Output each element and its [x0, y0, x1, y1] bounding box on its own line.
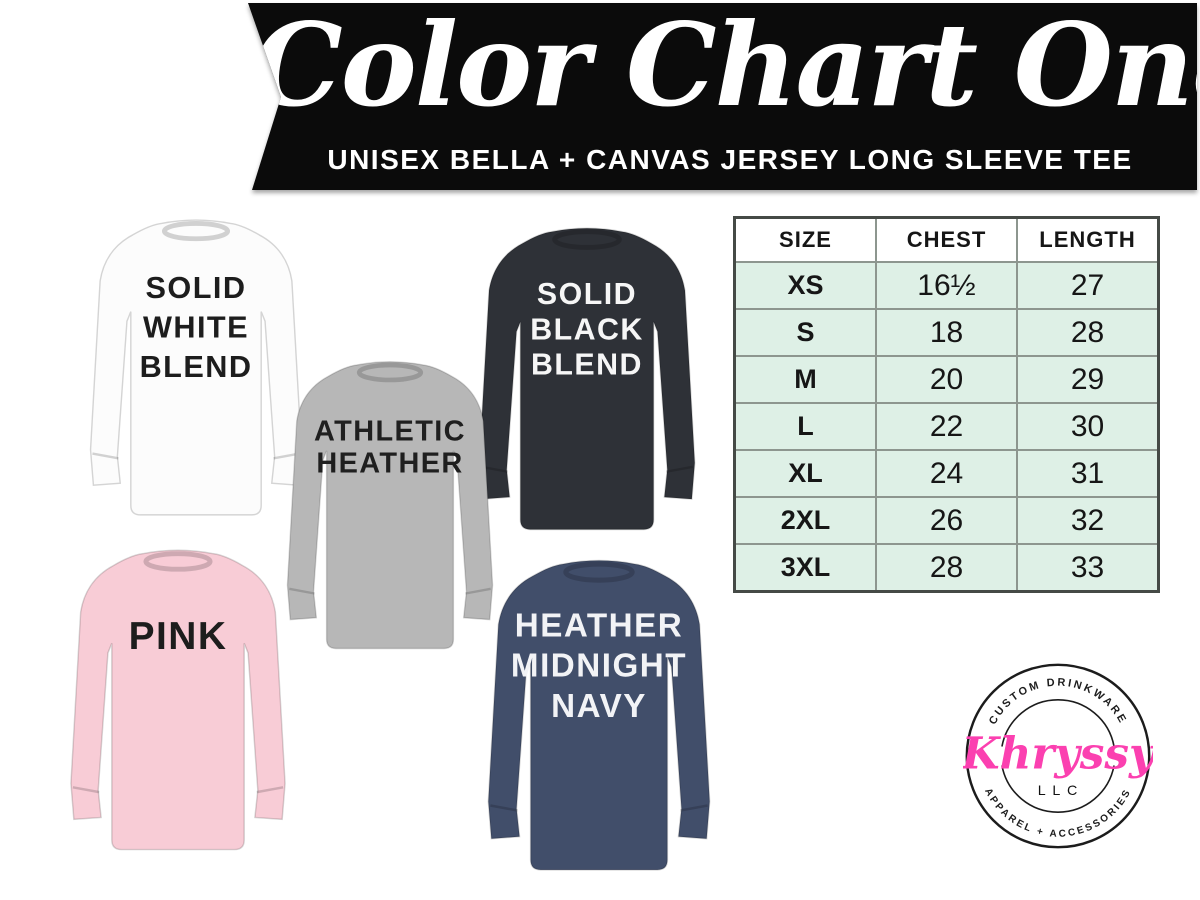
length-cell: 30	[1016, 402, 1160, 451]
chest-cell: 18	[875, 308, 1018, 357]
shirt-label-line: SOLID	[146, 270, 247, 305]
logo-outer-circle	[965, 663, 1151, 849]
logo-llc-text: LLC	[1038, 783, 1084, 799]
shirt-label-line: BLEND	[531, 349, 643, 382]
size-table-row: XL 24 31	[733, 449, 1160, 498]
shirt-label-line: WHITE	[143, 310, 249, 345]
chest-cell: 16½	[875, 261, 1018, 310]
size-cell: 2XL	[733, 496, 877, 545]
shirt-pink: PINK	[70, 549, 286, 851]
size-cell: 3XL	[733, 543, 877, 593]
length-cell: 33	[1016, 543, 1160, 593]
logo-inner-arc-top	[1001, 699, 1115, 747]
shirt-label-line: BLACK	[530, 313, 644, 346]
brand-logo-stamp: CUSTOM DRINKWARE APPAREL + ACCESSORIES K…	[963, 663, 1153, 849]
size-table-row: S 18 28	[733, 308, 1160, 357]
length-cell: 27	[1016, 261, 1160, 310]
size-table-row: L 22 30	[733, 402, 1160, 451]
shirt-label-line: ATHLETIC	[314, 416, 466, 448]
shirt-label-line: HEATHER	[515, 608, 684, 645]
size-table-header-row: SIZE CHEST LENGTH	[733, 216, 1160, 263]
chest-cell: 22	[875, 402, 1018, 451]
size-table-row: XS 16½ 27	[733, 261, 1160, 310]
shirt-athletic-heather: ATHLETIC HEATHER	[286, 361, 494, 650]
banner-title: Color Chart One	[252, 0, 1200, 132]
size-cell: M	[733, 355, 877, 404]
shirt-label-line: SOLID	[537, 278, 637, 311]
shirt-solid-white-blend: SOLID WHITE BLEND	[89, 219, 303, 516]
logo-inner-arc-bottom	[1001, 765, 1115, 813]
column-header-size: SIZE	[733, 216, 877, 263]
chest-cell: 26	[875, 496, 1018, 545]
length-cell: 31	[1016, 449, 1160, 498]
chest-cell: 20	[875, 355, 1018, 404]
size-cell: L	[733, 402, 877, 451]
shirt-solid-black-blend: SOLID BLACK BLEND	[478, 227, 696, 531]
column-header-chest: CHEST	[875, 216, 1018, 263]
banner-ribbon: Color Chart One UNISEX BELLA + CANVAS JE…	[248, 0, 1200, 190]
length-cell: 29	[1016, 355, 1160, 404]
size-table-row: 2XL 26 32	[733, 496, 1160, 545]
size-cell: XL	[733, 449, 877, 498]
size-table-body: XS 16½ 27 S 18 28 M 20 29 L 22 30 XL 24 31 2XL 26 32 3XL 28…	[733, 261, 1160, 593]
logo-brand-name: Khryssy	[963, 728, 1153, 779]
size-table-row: 3XL 28 33	[733, 543, 1160, 593]
length-cell: 32	[1016, 496, 1160, 545]
chest-cell: 24	[875, 449, 1018, 498]
size-cell: XS	[733, 261, 877, 310]
size-table-row: M 20 29	[733, 355, 1160, 404]
shirt-label-line: PINK	[129, 615, 228, 658]
length-cell: 28	[1016, 308, 1160, 357]
shirt-label-line: MIDNIGHT	[511, 648, 687, 685]
chest-cell: 28	[875, 543, 1018, 593]
shirt-label-line: BLEND	[140, 349, 253, 384]
column-header-length: LENGTH	[1016, 216, 1160, 263]
size-cell: S	[733, 308, 877, 357]
shirt-label-line: NAVY	[551, 688, 647, 725]
banner-subtitle: UNISEX BELLA + CANVAS JERSEY LONG SLEEVE…	[327, 144, 1133, 175]
shirt-label-line: HEATHER	[316, 447, 463, 479]
size-chart-table: SIZE CHEST LENGTH XS 16½ 27 S 18 28 M 20 29 L 22 30…	[733, 216, 1160, 593]
shirt-heather-midnight-navy: HEATHER MIDNIGHT NAVY	[487, 559, 711, 871]
header-banner: Color Chart One UNISEX BELLA + CANVAS JE…	[0, 0, 1200, 200]
